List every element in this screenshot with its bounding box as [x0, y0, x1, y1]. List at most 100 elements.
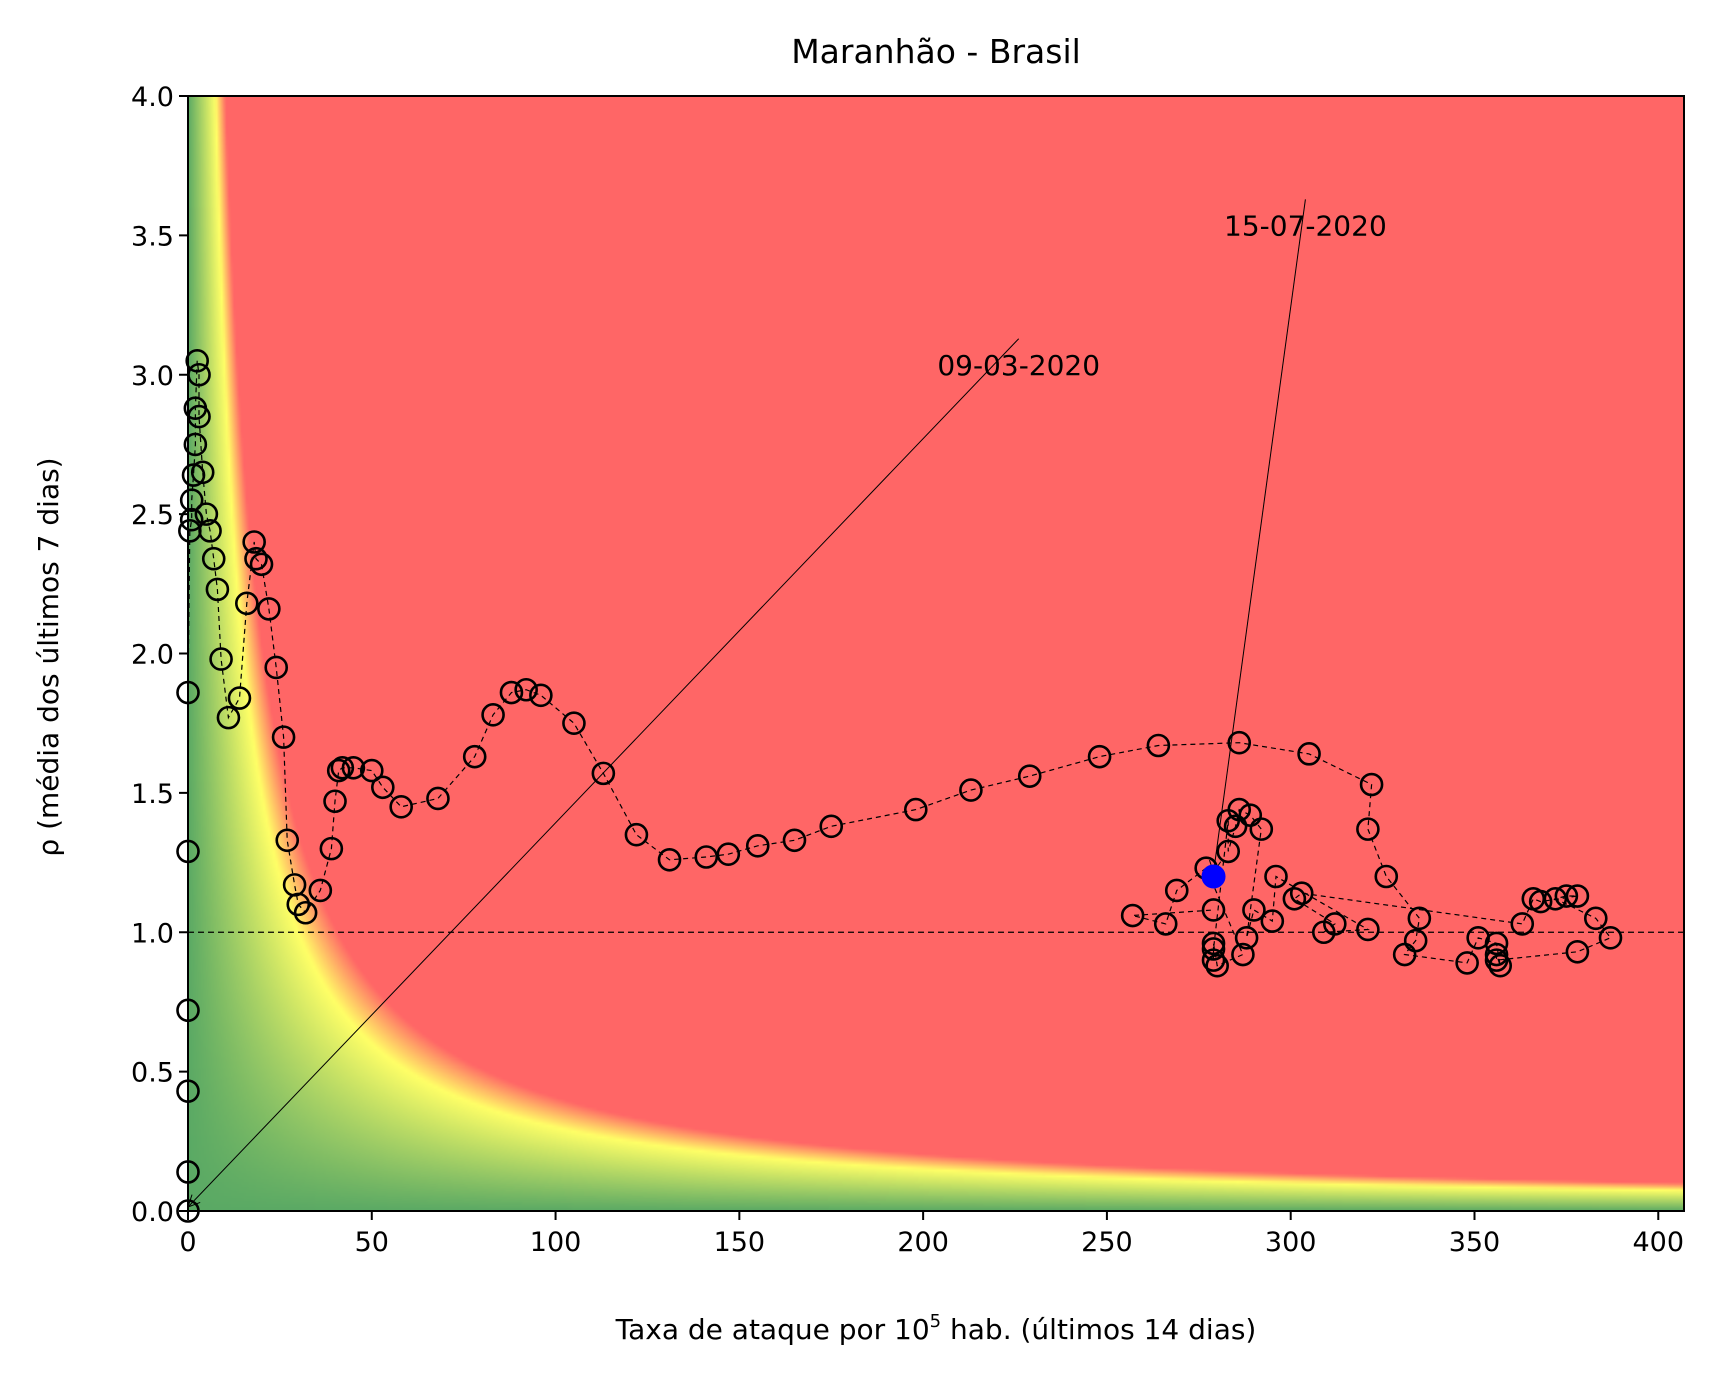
data-point	[1120, 903, 1145, 928]
data-point	[209, 647, 233, 671]
data-point	[389, 795, 413, 819]
data-point	[179, 488, 204, 512]
y-tick-label: 3.5	[131, 221, 174, 252]
data-point	[249, 552, 274, 577]
data-point	[190, 460, 215, 485]
data-point	[529, 683, 553, 708]
data-point	[1260, 909, 1285, 933]
data-point	[205, 577, 230, 602]
series-line	[187, 360, 1612, 1211]
data-point	[198, 519, 222, 543]
data-point	[275, 828, 300, 853]
data-point	[562, 711, 586, 735]
data-point	[330, 755, 355, 780]
x-tick-label: 350	[1449, 1227, 1501, 1258]
data-point	[694, 845, 719, 869]
data-point	[1087, 744, 1112, 769]
y-axis-title: ρ (média dos últimos 7 dias)	[32, 457, 65, 856]
data-point	[308, 878, 333, 903]
data-point	[1554, 884, 1579, 908]
data-point	[481, 703, 505, 727]
data-point	[1356, 917, 1380, 942]
data-point	[1216, 839, 1241, 864]
data-point	[1455, 951, 1479, 975]
data-point	[1017, 764, 1042, 788]
data-point	[185, 349, 209, 373]
data-point	[1289, 881, 1314, 906]
data-point	[716, 842, 741, 867]
data-point	[1227, 730, 1252, 755]
data-point	[1297, 742, 1321, 766]
data-point	[1484, 948, 1509, 972]
x-axis-title: Taxa de ataque por 105 hab. (últimos 14 …	[615, 1311, 1257, 1346]
data-point	[242, 530, 266, 554]
data-point	[1359, 772, 1384, 797]
x-tick-label: 300	[1265, 1227, 1317, 1258]
x-tick-label: 0	[179, 1227, 196, 1258]
data-point	[235, 591, 259, 616]
annotation-line	[1213, 199, 1306, 873]
risk-gradient-image	[188, 96, 1684, 1211]
data-point	[326, 758, 351, 783]
x-tick-label: 250	[1081, 1227, 1133, 1258]
y-tick-label: 1.5	[131, 779, 174, 810]
data-point	[1484, 942, 1509, 967]
y-tick-label: 2.0	[131, 640, 174, 671]
data-point	[462, 744, 487, 769]
data-point	[745, 834, 770, 858]
data-point	[1201, 931, 1226, 956]
data-point	[1521, 886, 1546, 911]
data-point	[293, 900, 318, 925]
data-point	[1201, 937, 1226, 961]
data-point	[1264, 864, 1288, 889]
data-point	[499, 680, 524, 705]
data-point	[1216, 808, 1241, 833]
data-point	[1598, 926, 1623, 950]
data-point	[1234, 926, 1259, 950]
y-tick-label: 3.0	[131, 361, 174, 392]
data-point	[183, 432, 208, 457]
data-point	[194, 502, 219, 526]
data-point	[244, 546, 268, 571]
y-tick-label: 1.0	[131, 918, 174, 949]
data-point	[1484, 931, 1509, 956]
data-point	[1583, 906, 1608, 931]
data-point	[1407, 906, 1432, 931]
data-point	[341, 755, 366, 780]
x-axis-title-sup: 5	[930, 1311, 941, 1332]
y-tick-label: 0.5	[131, 1058, 174, 1089]
data-point	[1392, 942, 1417, 967]
current-point-layer	[1201, 864, 1226, 889]
data-point	[1146, 733, 1171, 758]
data-point	[1205, 953, 1229, 978]
y-tick-label: 0.0	[131, 1197, 174, 1228]
data-point	[819, 814, 844, 839]
x-tick-label: 50	[355, 1227, 389, 1258]
data-point	[624, 822, 649, 847]
x-tick-label: 200	[897, 1227, 949, 1258]
data-point	[1356, 817, 1380, 841]
data-point	[264, 655, 289, 680]
data-point	[1510, 912, 1535, 936]
data-point	[1311, 920, 1336, 945]
annotation-labels: 09-03-2020 15-07-2020	[937, 209, 1386, 381]
data-point	[1488, 953, 1513, 978]
data-point	[1164, 878, 1189, 903]
x-axis-title-suffix: hab. (últimos 14 dias)	[941, 1313, 1256, 1346]
data-point	[1242, 898, 1266, 922]
y-tick-label: 2.5	[131, 500, 174, 531]
data-point	[1282, 886, 1307, 911]
data-point	[903, 797, 928, 822]
x-tick-label: 100	[530, 1227, 582, 1258]
data-point	[227, 686, 252, 710]
data-point	[1565, 939, 1590, 964]
data-point	[359, 758, 384, 783]
annotation-label: 09-03-2020	[937, 349, 1100, 382]
data-point	[657, 847, 682, 872]
data-point	[1374, 864, 1399, 889]
data-point	[514, 677, 538, 702]
y-tick-label: 4.0	[131, 82, 174, 113]
data-point	[1153, 912, 1178, 936]
x-tick-label: 150	[714, 1227, 766, 1258]
